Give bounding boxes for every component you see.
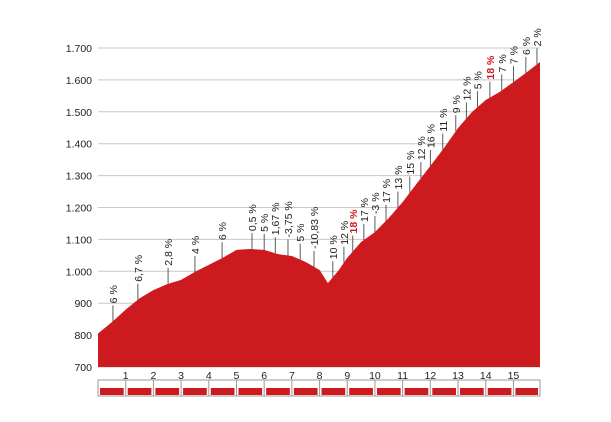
km-stripe [515, 388, 538, 395]
x-tick-label: 7 [289, 370, 295, 382]
gradient-label: 6 % [108, 285, 120, 303]
gradient-label: 2,8 % [163, 239, 175, 266]
gradient-label: 18 % [348, 209, 360, 234]
gradient-label: -3,75 % [283, 201, 295, 237]
x-tick-label: 3 [178, 370, 184, 382]
y-tick-label: 1.700 [66, 43, 92, 55]
x-tick-label: 12 [424, 370, 436, 382]
gradient-label: 17 % [359, 198, 371, 222]
km-stripe [293, 388, 318, 395]
gradient-label: 4 % [190, 236, 202, 254]
gradient-label: 17 % [381, 179, 393, 203]
gradient-label: 1,67 % [270, 203, 282, 236]
x-tick-label: 1 [123, 370, 129, 382]
gradient-label: 12 % [416, 136, 428, 160]
x-tick-label: 9 [344, 370, 350, 382]
km-stripe [321, 388, 346, 395]
km-stripe [460, 388, 484, 395]
elevation-area [98, 62, 540, 367]
x-tick-label: 10 [369, 370, 381, 382]
y-tick-label: 900 [74, 298, 92, 310]
km-stripe [404, 388, 429, 395]
x-tick-label: 2 [150, 370, 156, 382]
y-tick-label: 1.100 [66, 234, 92, 246]
y-tick-label: 1.500 [66, 107, 92, 119]
y-tick-label: 1.200 [66, 203, 92, 215]
gradient-label: 12 % [461, 77, 473, 101]
gradient-label: -3 % [370, 192, 382, 214]
gradient-label: 11 % [438, 109, 450, 132]
x-tick-label: 15 [508, 370, 520, 382]
gradient-label: 7 % [497, 54, 509, 72]
gradient-label: 5 % [295, 224, 307, 242]
x-tick-label: 4 [206, 370, 212, 382]
km-stripe [155, 388, 180, 395]
km-stripe [100, 388, 124, 395]
x-tick-label: 11 [397, 370, 408, 382]
y-tick-label: 1.000 [66, 266, 92, 278]
y-tick-label: 700 [74, 362, 92, 374]
x-tick-label: 5 [234, 370, 240, 382]
gradient-label: 12 % [339, 221, 351, 245]
gradient-label: 10 % [328, 235, 340, 259]
x-tick-label: 14 [480, 370, 492, 382]
gradient-label: 9 % [451, 95, 463, 113]
gradient-label: 13 % [393, 166, 405, 190]
km-stripe [183, 388, 207, 395]
y-tick-label: 1.400 [66, 139, 92, 151]
gradient-label: 5 % [472, 71, 484, 89]
km-stripe [266, 388, 290, 395]
y-tick-label: 1.600 [66, 75, 92, 87]
gradient-label: 2 % [532, 28, 544, 46]
km-stripe [238, 388, 263, 395]
km-stripe [432, 388, 457, 395]
km-stripe [376, 388, 401, 395]
gradient-label: 6 % [217, 222, 229, 240]
y-tick-label: 1.300 [66, 171, 92, 183]
gradient-label: 16 % [425, 124, 437, 148]
km-stripe [487, 388, 512, 395]
gradient-label: 0,5 % [247, 204, 259, 231]
x-tick-label: 13 [452, 370, 464, 382]
y-tick-label: 800 [74, 330, 92, 342]
km-stripe [349, 388, 373, 395]
gradient-label: 18 % [485, 55, 497, 80]
gradient-label: 6,7 % [133, 255, 145, 282]
gradient-label: 15 % [405, 151, 417, 175]
gradient-label: 7 % [508, 46, 520, 64]
km-stripe [210, 388, 235, 395]
gradient-label: -10,83 % [309, 207, 321, 249]
x-tick-label: 8 [317, 370, 323, 382]
gradient-label: 6 % [521, 37, 533, 55]
x-tick-label: 6 [261, 370, 267, 382]
gradient-label: 5 % [259, 214, 271, 232]
km-stripe [127, 388, 152, 395]
